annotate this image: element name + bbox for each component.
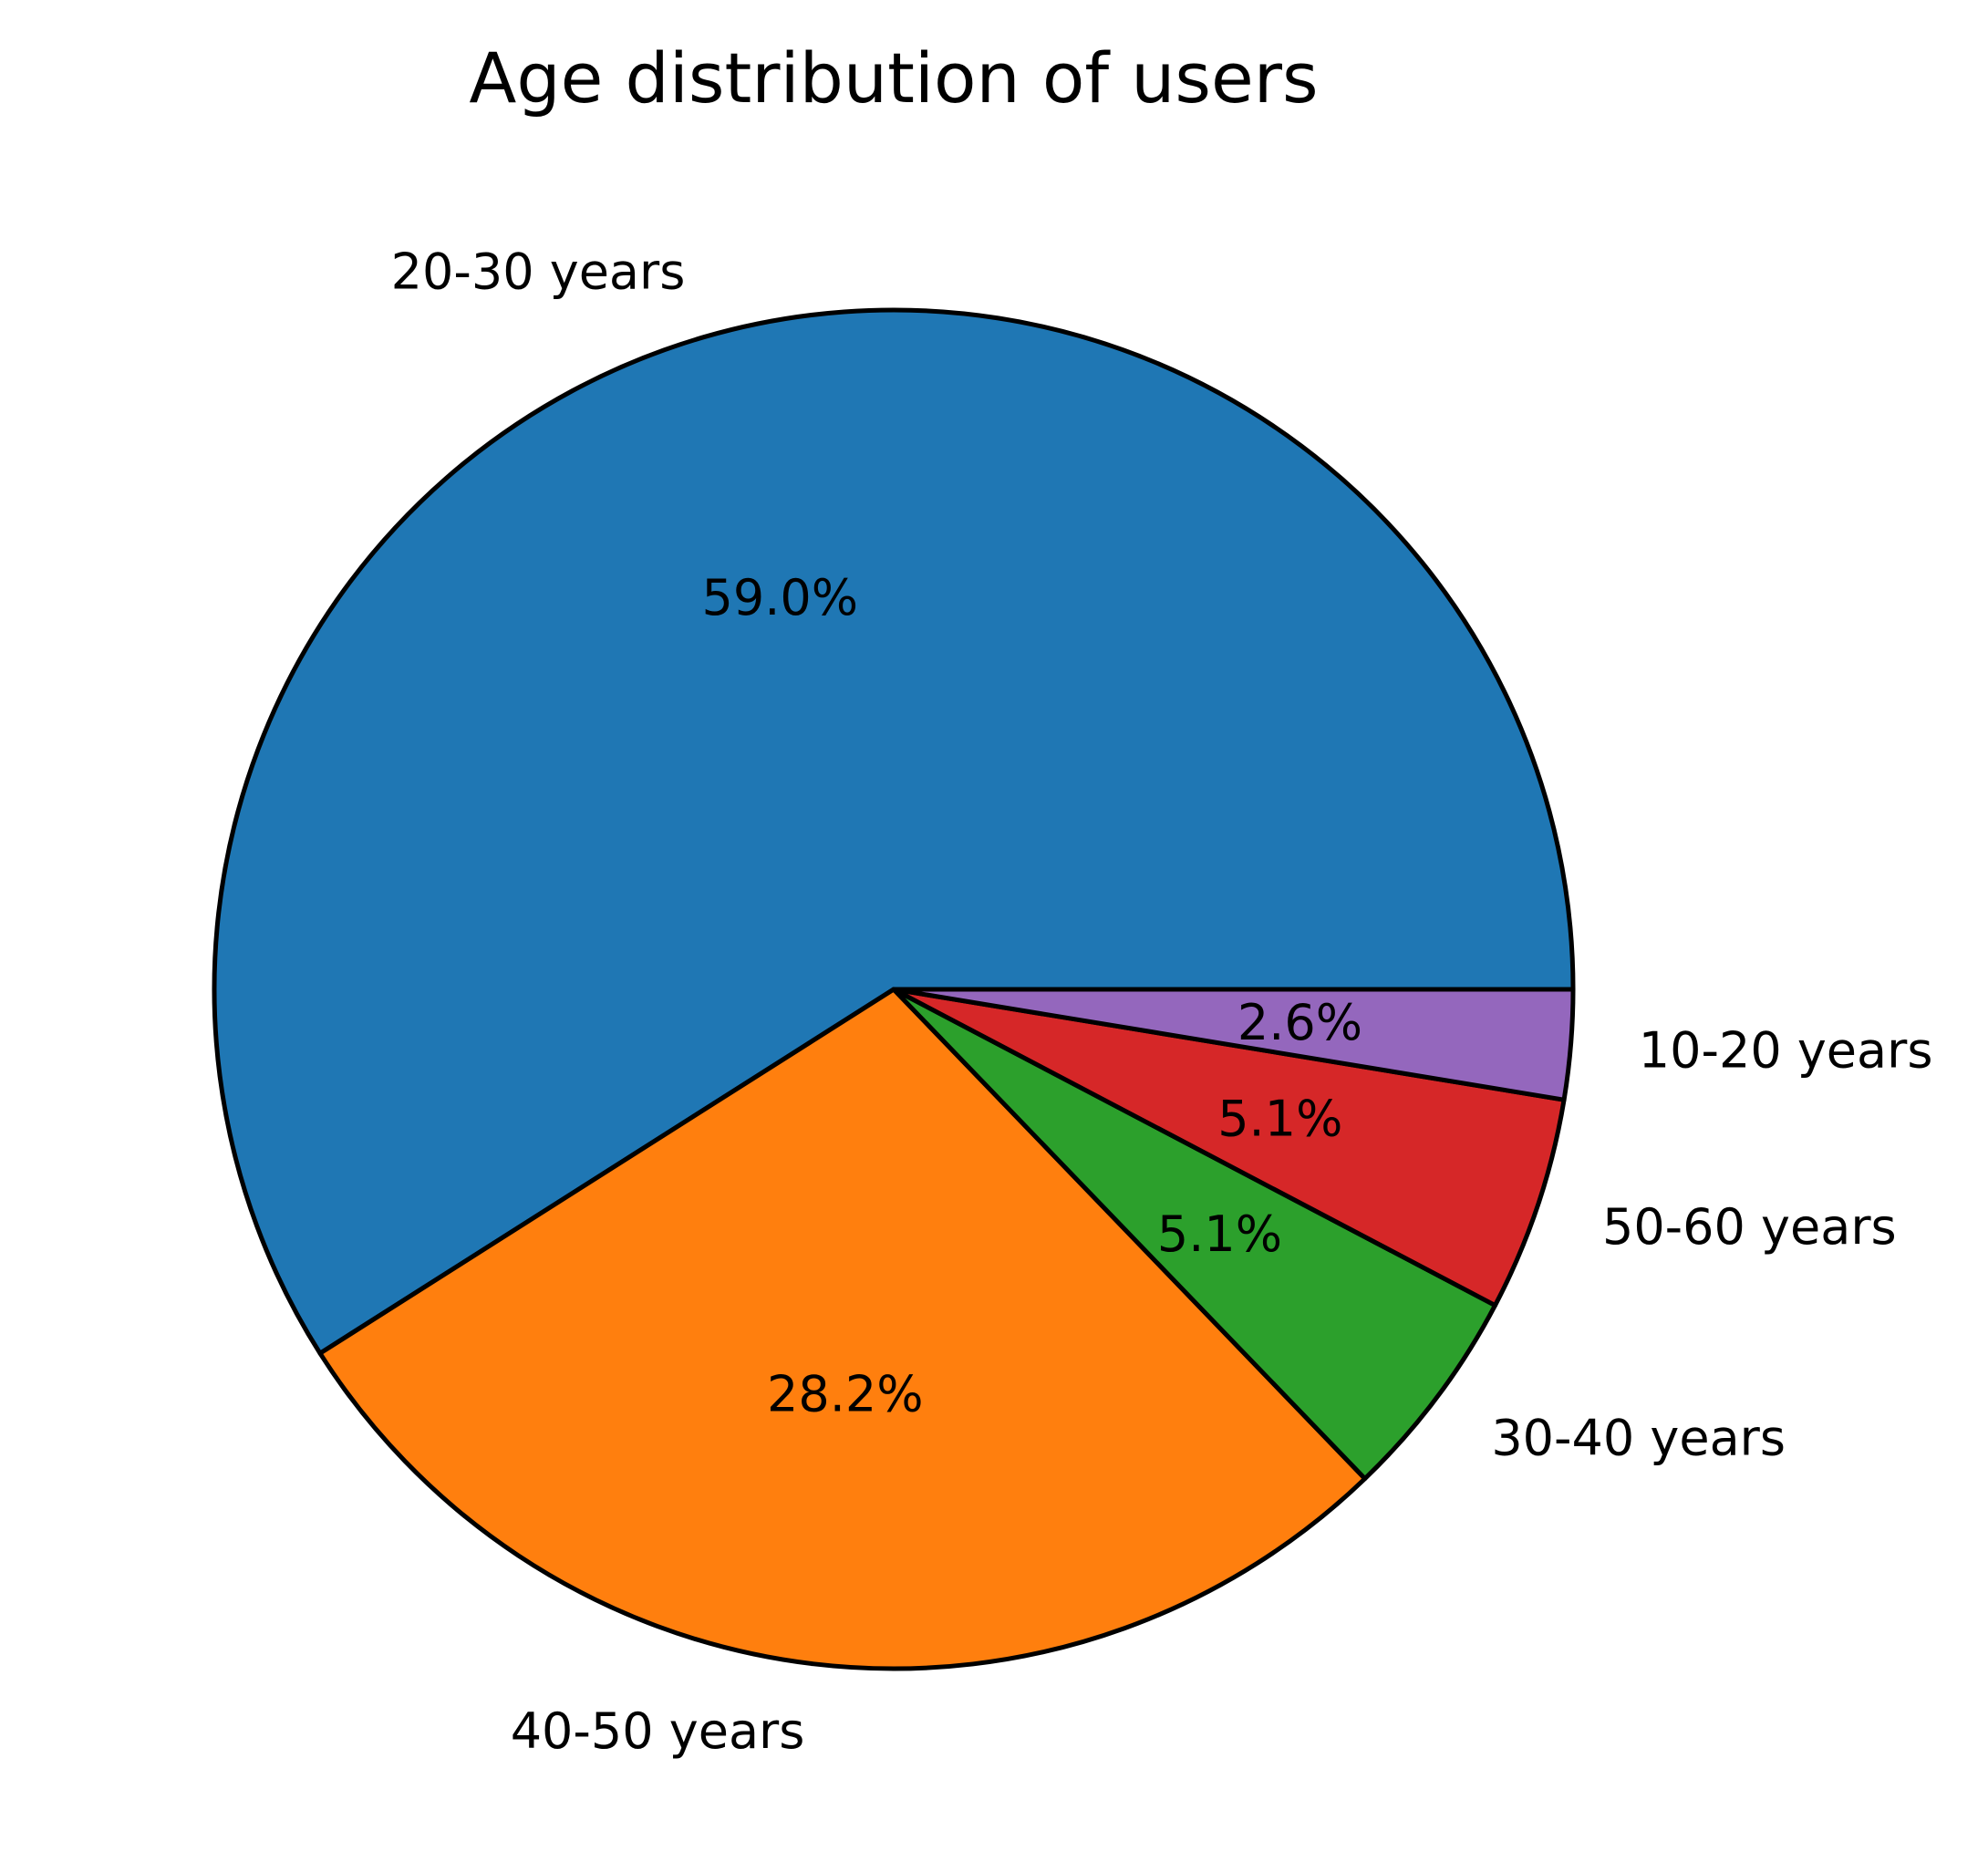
- pie-slices: [212, 307, 1576, 1671]
- chart-title: Age distribution of users: [469, 37, 1318, 119]
- slice-label-40-50-years: 40-50 years: [511, 1702, 805, 1760]
- slice-percent-20-30-years: 59.0%: [702, 569, 859, 626]
- pie-labels: 20-30 years 59.0% 40-50 years 28.2% 30-40 ye…: [391, 243, 1933, 1761]
- slice-label-10-20-years: 10-20 years: [1639, 1021, 1933, 1079]
- slice-label-30-40-years: 30-40 years: [1491, 1410, 1786, 1467]
- slice-percent-10-20-years: 2.6%: [1237, 994, 1362, 1051]
- slice-label-20-30-years: 20-30 years: [391, 243, 686, 301]
- slice-percent-50-60-years: 5.1%: [1217, 1091, 1342, 1148]
- pie-slice-10-20-years: [891, 987, 1576, 1102]
- slice-percent-30-40-years: 5.1%: [1157, 1205, 1282, 1263]
- slice-percent-40-50-years: 28.2%: [767, 1365, 924, 1422]
- pie-slice-20-30-years: [212, 307, 1576, 1356]
- pie-slice-50-60-years: [891, 987, 1567, 1308]
- pie-slice-40-50-years: [317, 987, 1368, 1671]
- pie-slice-30-40-years: [891, 987, 1497, 1482]
- slice-label-50-60-years: 50-60 years: [1602, 1198, 1897, 1256]
